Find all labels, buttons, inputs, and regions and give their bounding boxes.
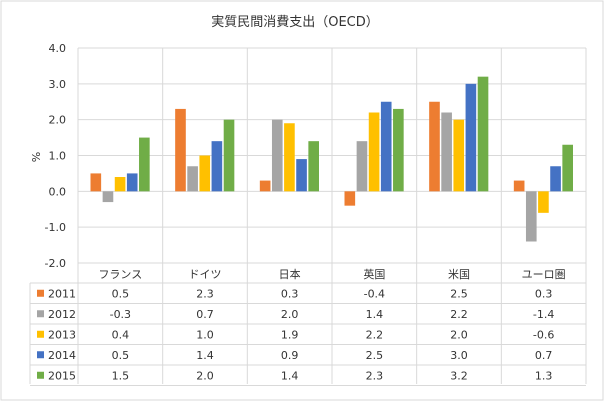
chart-title: 実質民間消費支出（OECD） [211, 14, 379, 30]
table-value: 1.0 [196, 328, 214, 341]
y-axis-label: % [30, 152, 43, 162]
y-tick-layer: 4.0 3.0 2.0 1.0 0.0 -1.0 -2.0 [45, 42, 66, 270]
table-value: 1.4 [196, 349, 214, 362]
legend-label-2011: 2011 [48, 287, 76, 300]
grid-layer [77, 47, 587, 263]
table-category-label: 日本 [279, 267, 301, 281]
bar-2011-3 [344, 191, 356, 206]
data-table: フランス ドイツ 日本 英国 米国 ユーロ圏 2011 0.5 2.3 0.3 -0.4 2.5 0.3… [29, 262, 587, 386]
bar-2011-5 [513, 180, 525, 192]
bar-2013-1 [199, 155, 211, 192]
table-value: 0.3 [535, 287, 553, 300]
bar-2013-5 [538, 191, 549, 213]
legend-swatch-2013 [37, 330, 44, 338]
table-value: 1.4 [281, 369, 299, 382]
y-tick-label: 4.0 [49, 42, 67, 55]
y-tick-label: 3.0 [49, 78, 67, 91]
legend-swatch-2014 [37, 351, 44, 359]
bar-2011-4 [429, 101, 440, 192]
bar-2014-3 [380, 101, 392, 192]
table-value: 2.3 [366, 369, 384, 382]
bar-2014-0 [126, 173, 138, 192]
table-value: 0.4 [112, 328, 130, 341]
bar-2012-0 [102, 191, 114, 203]
table-value: 2.5 [366, 349, 384, 362]
bar-2012-5 [525, 191, 537, 242]
bar-2011-1 [175, 108, 186, 192]
bar-2014-2 [296, 159, 307, 192]
bar-2015-3 [393, 108, 404, 192]
table-value: -0.3 [110, 308, 131, 321]
table-value: 2.2 [450, 308, 468, 321]
table-value: 0.9 [281, 349, 299, 362]
bar-2015-1 [223, 119, 235, 192]
legend-label-2015: 2015 [48, 369, 76, 382]
table-value: 3.2 [450, 369, 468, 382]
table-value: 2.2 [366, 328, 384, 341]
y-tick-label: 2.0 [49, 114, 67, 127]
table-value: -1.4 [533, 308, 554, 321]
table-value: 1.9 [281, 328, 299, 341]
table-value: 2.0 [196, 369, 214, 382]
table-value: 2.0 [450, 328, 468, 341]
table-value: 0.7 [196, 308, 214, 321]
table-category-label: 英国 [363, 267, 385, 281]
table-value: 0.5 [112, 287, 130, 300]
table-category-label: ユーロ圏 [522, 268, 566, 281]
table-value: 2.5 [450, 287, 468, 300]
legend-swatch-2015 [37, 371, 44, 379]
bar-2012-2 [271, 119, 283, 192]
bar-2015-4 [477, 76, 489, 192]
y-tick-label: 0.0 [49, 185, 67, 198]
table-value: 0.3 [281, 287, 299, 300]
bar-2013-3 [368, 112, 380, 192]
table-category-label: ドイツ [189, 268, 222, 281]
legend-swatch-2012 [37, 310, 44, 318]
table-category-label: 米国 [448, 268, 470, 281]
table-value: 0.5 [112, 349, 130, 362]
y-tick-label: 1.0 [49, 150, 67, 163]
bar-2015-2 [308, 141, 319, 192]
bar-2011-0 [90, 173, 102, 192]
table-value: 1.5 [112, 369, 130, 382]
y-tick-label: -1.0 [45, 221, 66, 234]
table-value: 2.0 [281, 308, 299, 321]
table-value: 3.0 [450, 349, 468, 362]
bar-2012-4 [441, 112, 452, 192]
legend-label-2012: 2012 [48, 308, 76, 321]
legend-swatch-2011 [37, 289, 44, 297]
bar-2013-2 [284, 123, 295, 192]
bar-2015-0 [139, 137, 150, 192]
bar-2015-5 [562, 144, 573, 192]
bar-2014-1 [211, 141, 223, 192]
table-value: 1.3 [535, 369, 553, 382]
table-value: 2.3 [196, 287, 214, 300]
bar-2011-2 [259, 180, 271, 192]
table-value: -0.6 [533, 328, 554, 341]
bar-2012-3 [356, 141, 368, 192]
table-value: 1.4 [366, 308, 384, 321]
bar-2013-4 [453, 119, 465, 192]
y-tick-label: -2.0 [45, 257, 66, 270]
table-category-label: フランス [98, 268, 142, 281]
table-value: -0.4 [364, 287, 385, 300]
bar-layer [90, 76, 573, 242]
table-value: 0.7 [535, 349, 553, 362]
bar-2014-4 [465, 83, 477, 192]
bar-2013-0 [114, 177, 126, 192]
legend-label-2014: 2014 [48, 349, 76, 362]
bar-2012-1 [187, 166, 198, 192]
bar-2014-5 [550, 166, 561, 192]
legend-label-2013: 2013 [48, 328, 76, 341]
